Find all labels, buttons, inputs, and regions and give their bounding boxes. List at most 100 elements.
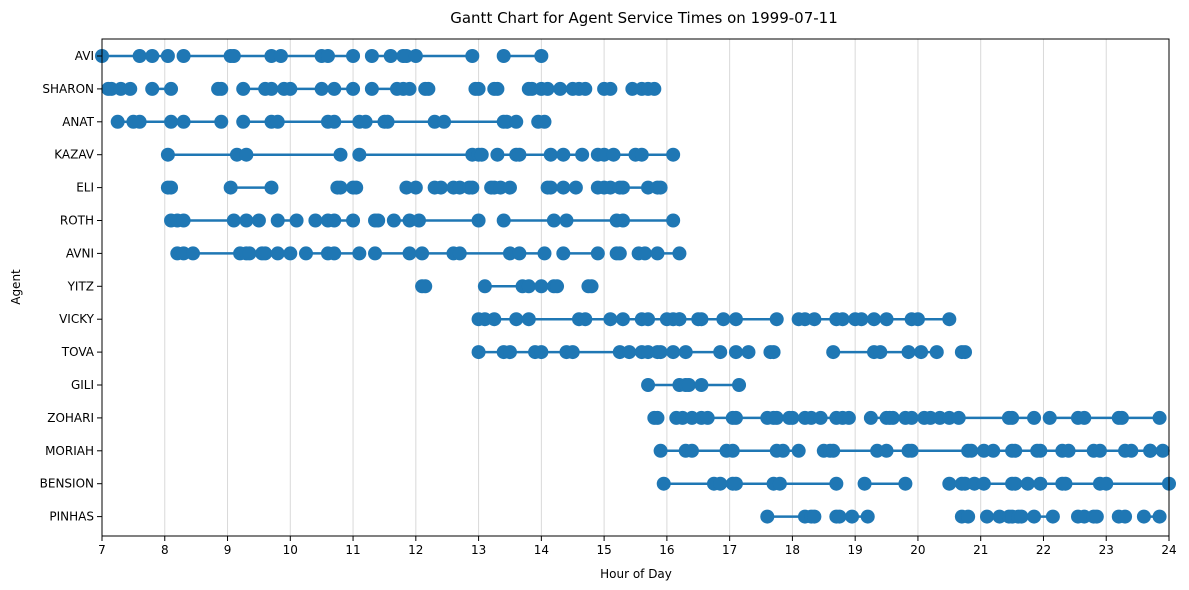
service-end-marker [537, 114, 552, 129]
service-start-marker [910, 312, 925, 327]
x-tick-label: 19 [848, 543, 863, 557]
service-start-marker [487, 312, 502, 327]
agent-label: ANAT [62, 115, 94, 129]
service-start-marker [1077, 410, 1092, 425]
service-start-marker [863, 410, 878, 425]
service-start-marker [879, 312, 894, 327]
service-start-marker [437, 114, 452, 129]
agent-label: TOVA [61, 345, 95, 359]
service-end-marker [578, 81, 593, 96]
service-end-marker [791, 443, 806, 458]
service-start-marker [694, 378, 709, 392]
service-start-marker [615, 180, 630, 195]
agent-row [647, 410, 1167, 425]
x-tick-label: 16 [659, 543, 674, 557]
service-start-marker [327, 246, 342, 261]
service-start-marker [672, 312, 687, 327]
service-end-marker [1020, 476, 1035, 491]
x-tick-label: 14 [534, 543, 549, 557]
service-end-marker [807, 509, 822, 524]
x-axis-label: Hour of Day [600, 567, 672, 581]
service-start-marker [854, 312, 869, 327]
service-end-marker [550, 279, 565, 294]
service-end-marker [214, 81, 229, 96]
service-end-marker [841, 410, 856, 425]
service-start-marker [728, 476, 743, 491]
x-tick-label: 11 [345, 543, 360, 557]
service-end-marker [647, 81, 662, 96]
service-end-marker [543, 180, 558, 195]
service-end-marker [832, 509, 847, 524]
service-start-marker [1124, 443, 1139, 458]
service-start-marker [264, 81, 279, 96]
service-end-marker [160, 49, 175, 63]
agent-label: ELI [76, 181, 94, 195]
service-end-marker [1155, 443, 1170, 458]
service-end-marker [769, 410, 784, 425]
service-end-marker [346, 213, 361, 228]
agent-label: KAZAV [54, 148, 95, 162]
agent-row [95, 49, 549, 63]
agent-label: PINHAS [49, 510, 94, 524]
service-end-marker [1118, 509, 1133, 524]
service-start-marker [556, 147, 571, 162]
agent-label: ZOHARI [47, 411, 94, 425]
service-start-marker [904, 443, 919, 458]
agent-label: ROTH [60, 214, 94, 228]
agent-bars [95, 49, 1176, 524]
service-end-marker [942, 312, 957, 327]
service-end-marker [1152, 410, 1167, 425]
service-end-marker [901, 345, 916, 360]
agent-row [170, 246, 687, 261]
service-start-marker [553, 81, 568, 96]
service-start-marker [873, 345, 888, 360]
x-tick-label: 12 [408, 543, 423, 557]
service-end-marker [164, 81, 179, 96]
service-start-marker [964, 443, 979, 458]
service-start-marker [565, 345, 580, 360]
service-start-marker [270, 114, 285, 129]
service-start-marker [615, 213, 630, 228]
service-start-marker [728, 345, 743, 360]
service-start-marker [380, 114, 395, 129]
service-start-marker [320, 49, 335, 63]
service-start-marker [986, 443, 1001, 458]
service-start-marker [534, 345, 549, 360]
service-end-marker [534, 279, 549, 294]
service-start-marker [364, 81, 379, 96]
agent-row [110, 114, 552, 129]
service-end-marker [590, 246, 605, 261]
agent-row [471, 345, 973, 360]
service-end-marker [672, 246, 687, 261]
service-start-marker [176, 213, 191, 228]
service-start-marker [273, 49, 288, 63]
service-start-marker [160, 147, 175, 162]
service-start-marker [760, 509, 775, 524]
service-end-marker [421, 81, 436, 96]
service-end-marker [741, 345, 756, 360]
service-start-marker [976, 476, 991, 491]
service-end-marker [132, 49, 147, 63]
service-end-marker [575, 147, 590, 162]
service-end-marker [829, 476, 844, 491]
service-start-marker [807, 312, 822, 327]
service-end-marker [785, 410, 800, 425]
service-end-marker [408, 180, 423, 195]
service-start-marker [826, 443, 841, 458]
service-start-marker [979, 509, 994, 524]
service-start-marker [775, 443, 790, 458]
service-start-marker [653, 345, 668, 360]
service-start-marker [270, 246, 285, 261]
service-start-marker [650, 246, 665, 261]
service-end-marker [584, 279, 599, 294]
service-start-marker [521, 279, 536, 294]
agent-label: YITZ [67, 279, 94, 293]
service-start-marker [559, 213, 574, 228]
service-start-marker [496, 213, 511, 228]
service-start-marker [1005, 410, 1020, 425]
service-start-marker [471, 345, 486, 360]
service-start-marker [512, 147, 527, 162]
agent-row [160, 147, 681, 162]
